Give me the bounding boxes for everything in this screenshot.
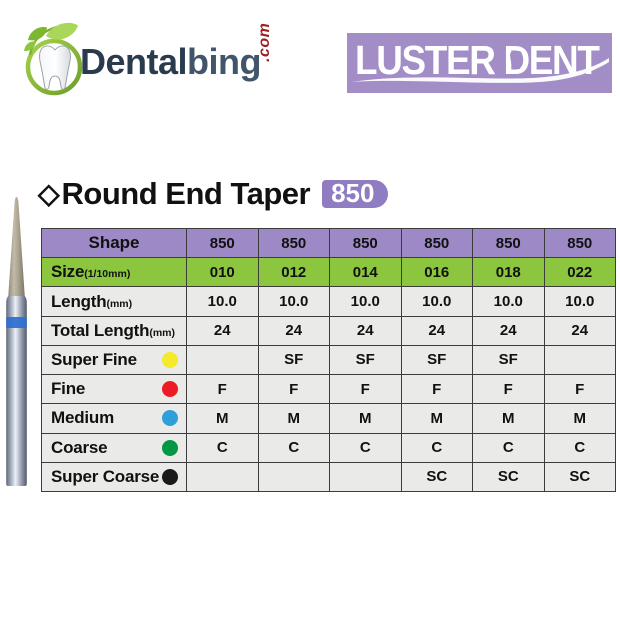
table-row-fine: Fine F F F F F F [41,374,616,405]
tooth-leaf-logo-icon [24,22,83,96]
length-value: 10.0 [186,286,259,317]
grit-cell [329,461,402,493]
row-label-coarse: Coarse [41,432,187,463]
banner-tooth-icon [510,51,523,69]
length-value: 10.0 [400,286,473,317]
grit-cell: C [329,432,402,463]
brand-word-bing: bing [187,41,262,82]
banner-letter-d: D [504,37,531,84]
shape-value: 850 [400,227,473,259]
grit-dot-blue [162,410,178,427]
total-length-value: 24 [543,315,616,346]
table-row-coarse: Coarse C C C C C C [41,432,616,463]
row-label-length: Length(mm) [41,286,187,317]
grit-dot-yellow [162,351,178,368]
grit-cell: C [257,432,330,463]
grit-cell: M [400,403,473,434]
size-value: 012 [257,257,330,288]
shape-value: 850 [329,227,402,259]
grit-cell: F [186,374,259,405]
grit-cell: SF [257,344,330,376]
table-row-total-length: Total Length(mm) 24 24 24 24 24 24 [41,315,616,346]
length-value: 10.0 [472,286,545,317]
length-value: 10.0 [329,286,402,317]
grit-cell: SC [400,461,473,493]
grit-cell: M [329,403,402,434]
grit-dot-green [162,439,178,456]
shape-value: 850 [543,227,616,259]
table-row-size: Size(1/10mm) 010 012 014 016 018 022 [41,257,616,288]
grit-cell: F [472,374,545,405]
size-value: 018 [472,257,545,288]
total-length-value: 24 [472,315,545,346]
length-value: 10.0 [257,286,330,317]
table-row-medium: Medium M M M M M M [41,403,616,434]
total-length-value: 24 [400,315,473,346]
row-label-shape: Shape [41,227,187,259]
total-length-value: 24 [329,315,402,346]
grit-cell: M [186,403,259,434]
row-label-super-fine: Super Fine [41,344,187,376]
total-length-value: 24 [186,315,259,346]
shape-value: 850 [186,227,259,259]
product-title: ◇ Round End Taper 850 [38,176,389,211]
table-row-length: Length(mm) 10.0 10.0 10.0 10.0 10.0 10.0 [41,286,616,317]
shape-value: 850 [257,227,330,259]
grit-cell [257,461,330,493]
grit-cell: C [472,432,545,463]
grit-cell: C [400,432,473,463]
size-value: 014 [329,257,402,288]
grit-cell: SC [543,461,616,493]
round-end-taper-bur-image [6,197,27,486]
grit-dot-black [162,468,178,485]
grit-cell: SF [329,344,402,376]
grit-cell: F [257,374,330,405]
grit-cell [186,344,259,376]
grit-cell: F [543,374,616,405]
row-label-fine: Fine [41,374,187,405]
banner-swoosh [351,58,609,83]
length-value: 10.0 [543,286,616,317]
diamond-bullet-icon: ◇ [38,178,60,209]
total-length-value: 24 [257,315,330,346]
bur-blue-band [6,317,27,328]
size-value: 022 [543,257,616,288]
row-label-total-length: Total Length(mm) [41,315,187,346]
grit-cell: F [400,374,473,405]
dentalbing-logo: Dentalbing .com [20,13,295,108]
grit-cell: C [543,432,616,463]
shape-number-badge: 850 [322,180,389,208]
table-row-super-fine: Super Fine SF SF SF SF [41,344,616,376]
grit-cell: M [257,403,330,434]
grit-cell [543,344,616,376]
spec-table: Shape 850 850 850 850 850 850 Size(1/10m… [41,227,616,493]
banner-wordmark: LUSTERD ENT [355,37,600,84]
row-label-super-coarse: Super Coarse [41,461,187,493]
brand-word-dental: Dental [80,41,188,82]
product-title-text: Round End Taper [61,176,311,211]
grit-cell: SF [472,344,545,376]
grit-cell: M [472,403,545,434]
grit-cell: SF [400,344,473,376]
grit-dot-red [162,381,178,398]
row-label-medium: Medium [41,403,187,434]
table-row-shape: Shape 850 850 850 850 850 850 [41,227,616,259]
grit-cell: F [329,374,402,405]
table-row-super-coarse: Super Coarse SC SC SC [41,461,616,493]
shape-value: 850 [472,227,545,259]
size-value: 010 [186,257,259,288]
grit-cell: C [186,432,259,463]
brand-tld: .com [256,22,273,62]
luster-dent-banner: LUSTERD ENT [347,33,612,93]
banner-word-luster: LUSTER [355,37,496,83]
grit-cell: M [543,403,616,434]
grit-cell [186,461,259,493]
row-label-size: Size(1/10mm) [41,257,187,288]
grit-cell: SC [472,461,545,493]
brand-wordmark: Dentalbing [80,41,262,83]
size-value: 016 [400,257,473,288]
